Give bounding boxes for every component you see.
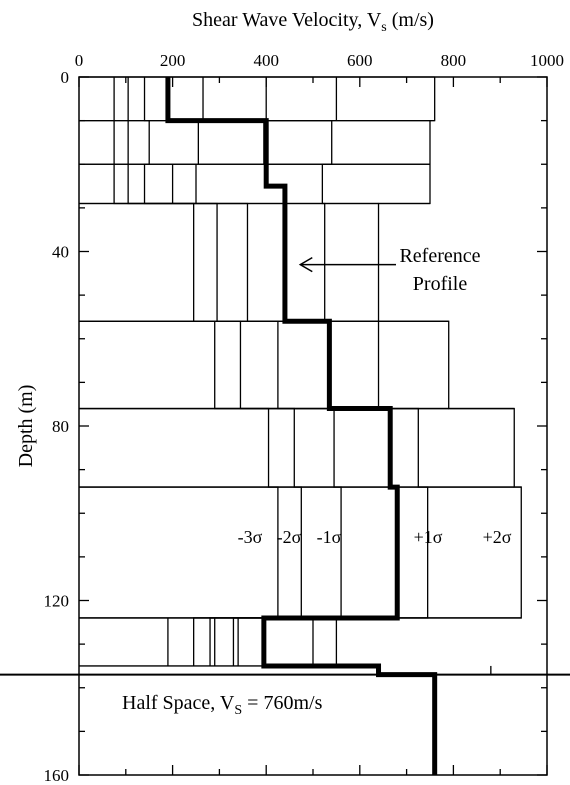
reference-annotation-line1: Reference	[399, 245, 480, 267]
y-tick-label: 40	[52, 243, 69, 262]
reference-profile-layer	[165, 77, 438, 775]
x-axis-title: Shear Wave Velocity, Vs (m/s)	[192, 9, 434, 35]
axes-layer	[0, 76, 570, 776]
plot-frame	[78, 76, 548, 776]
sigma-label: +1σ	[414, 527, 443, 547]
sigma-profile-line	[127, 77, 302, 666]
sigma-label: -3σ	[238, 527, 263, 547]
x-tick-label: 600	[347, 51, 373, 70]
sigma-profile-line	[265, 77, 429, 666]
y-tick-label: 80	[52, 417, 69, 436]
x-tick-label: 1000	[530, 51, 564, 70]
reference-profile-line	[165, 77, 438, 775]
sigma-profile-line	[335, 77, 522, 666]
sigma-label: -1σ	[317, 527, 342, 547]
sigma-profile-line	[113, 77, 279, 666]
half-space-label: Half Space, VS = 760m/s	[122, 692, 323, 718]
sigma-profile-line	[143, 77, 342, 666]
y-tick-label: 0	[61, 68, 70, 87]
y-tick-label: 120	[44, 592, 70, 611]
y-tick-label: 160	[44, 766, 70, 785]
reference-annotation-line2: Profile	[413, 273, 468, 295]
x-tick-label: 200	[160, 51, 186, 70]
y-axis-title: Depth (m)	[15, 385, 37, 468]
sigma-profiles-layer	[79, 76, 522, 676]
sigma-label: -2σ	[277, 527, 302, 547]
text-layer: 0 200 400 600 800 1000 0 40 80 120 160 Shear Wave V…	[15, 9, 564, 785]
x-tick-label: 400	[253, 51, 279, 70]
x-tick-label: 800	[441, 51, 467, 70]
x-tick-label: 0	[75, 51, 84, 70]
reference-arrow-head	[298, 256, 313, 273]
sigma-label: +2σ	[483, 527, 512, 547]
